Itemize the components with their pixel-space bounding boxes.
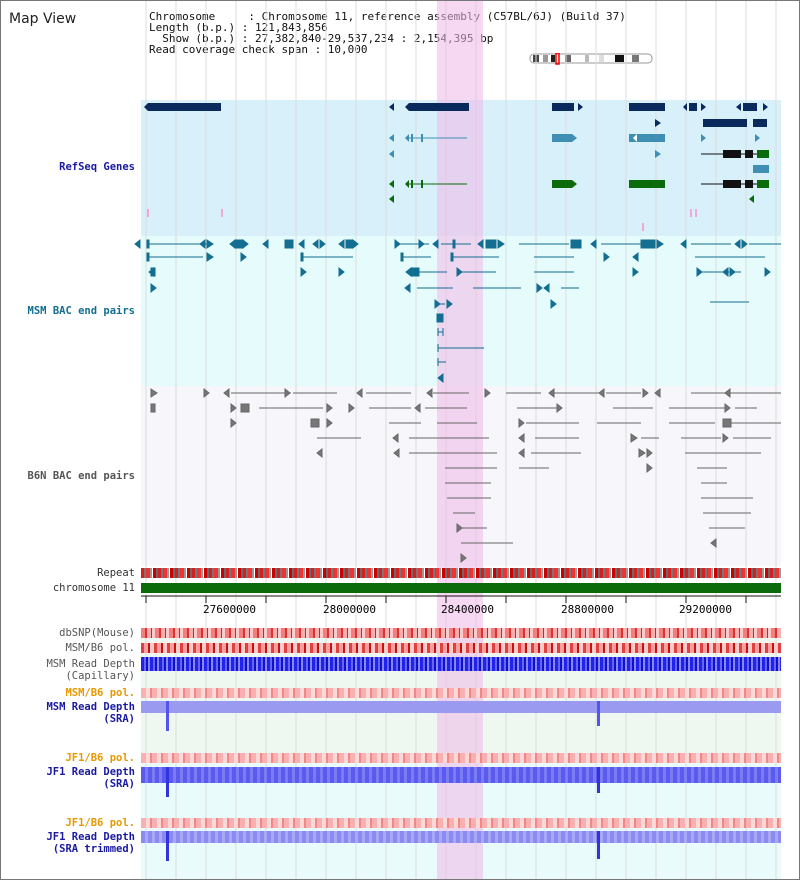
msm-read-depth-sra-label: MSM Read Depth (SRA): [46, 701, 135, 725]
b6n-bac-track-label: B6N BAC end pairs: [27, 470, 135, 482]
msm-read-depth-capillary-label: MSM Read Depth (Capillary): [46, 658, 135, 682]
axis-tick-label: 29200000: [679, 603, 732, 616]
msm-read-depth-capillary-bar[interactable]: [141, 657, 781, 671]
jf1-read-depth-trimmed-label: JF1 Read Depth (SRA trimmed): [46, 831, 135, 855]
jf1-b6-pol-track-label-1: JF1/B6 pol.: [65, 752, 135, 764]
length-line: Length (b.p.) : 121,843,856: [149, 21, 328, 34]
jf1-read-depth-trimmed-bar[interactable]: [141, 831, 781, 843]
msm-b6-pol-track-label-2: MSM/B6 pol.: [65, 687, 135, 699]
grid-lines: [145, 1, 777, 879]
selected-region-highlight[interactable]: [437, 1, 483, 879]
chromosome-track-label: chromosome 11: [52, 582, 135, 594]
jf1-depth-spike: [166, 767, 169, 797]
jf1-read-depth-sra-bar[interactable]: [141, 767, 781, 783]
refseq-track-label: RefSeq Genes: [59, 161, 135, 173]
b6n-bac-pair-glyphs[interactable]: [1, 386, 800, 566]
jf1-trimmed-depth-spike: [166, 831, 169, 861]
msm-read-depth-sra-bar[interactable]: [141, 701, 781, 713]
axis-tick-label: 28400000: [441, 603, 494, 616]
dbsnp-track-bar[interactable]: [141, 628, 781, 638]
jf1-read-depth-sra-label: JF1 Read Depth (SRA): [46, 766, 135, 790]
axis-tick-label: 28800000: [561, 603, 614, 616]
msm-depth-spike: [166, 701, 169, 731]
jf1-b6-pol-track-bar-2[interactable]: [141, 818, 781, 828]
msm-b6-pol-track-bar-1[interactable]: [141, 643, 781, 653]
panel-title: Map View: [9, 11, 77, 27]
axis-tick-label: 28000000: [323, 603, 376, 616]
coverage-span-line: Read coverage check span : 10,000: [149, 43, 368, 56]
refseq-gene-glyphs[interactable]: [1, 1, 800, 241]
axis-tick-label: 27600000: [203, 603, 256, 616]
jf1-b6-pol-track-label-2: JF1/B6 pol.: [65, 817, 135, 829]
msm-bac-track-label: MSM BAC end pairs: [27, 305, 135, 317]
msm-depth-spike: [597, 701, 600, 726]
msm-b6-pol-track-label-1: MSM/B6 pol.: [65, 642, 135, 654]
dbsnp-track-label: dbSNP(Mouse): [59, 627, 135, 639]
jf1-depth-spike: [597, 767, 600, 793]
repeat-track-bar[interactable]: [141, 568, 781, 578]
msm-bac-pair-glyphs[interactable]: [1, 236, 800, 386]
position-axis: [141, 595, 781, 603]
ideogram-position-marker: [555, 53, 560, 65]
jf1-trimmed-depth-spike: [597, 831, 600, 859]
msm-b6-pol-track-bar-2[interactable]: [141, 688, 781, 698]
jf1-b6-pol-track-bar-1[interactable]: [141, 753, 781, 763]
chromosome-bar[interactable]: [141, 583, 781, 593]
assembly-info: Chromosome : Chromosome 11, reference as…: [149, 11, 626, 55]
repeat-track-label: Repeat: [97, 567, 135, 579]
